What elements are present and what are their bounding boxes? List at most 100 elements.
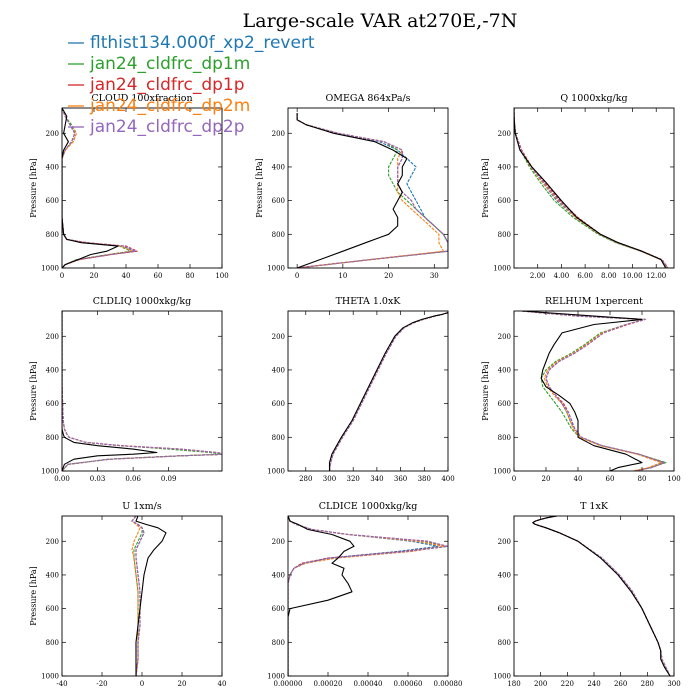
reference-line [532, 516, 671, 676]
series-line-jan24_cldfrc_dp2m [288, 516, 445, 676]
series-line-jan24_cldfrc_dp1p [514, 108, 669, 268]
series-line-jan24_cldfrc_dp2p [328, 312, 448, 471]
series-line-jan24_cldfrc_dp1m [288, 516, 448, 676]
panel-7: CLDICE 1000xkg/kg 0.00000 0.00020 0.00040 0.… [267, 501, 462, 688]
y-tick-label: 1000 [267, 265, 285, 273]
y-tick-label: 400 [272, 366, 285, 374]
x-tick-label: 2.00 [530, 272, 546, 280]
x-tick-label: 80 [638, 475, 647, 483]
y-tick-label: 800 [498, 434, 511, 442]
x-tick-label: 40 [218, 680, 227, 688]
panel-title: CLOUD 100xfraction [91, 93, 192, 104]
y-tick-label: 1000 [267, 468, 285, 476]
x-tick-label: 320 [346, 475, 359, 483]
x-tick-label: 20 [90, 272, 99, 280]
y-axis-label: Pressure [hPa] [481, 361, 490, 421]
x-tick-label: -20 [96, 680, 107, 688]
plot-frame [287, 107, 449, 269]
x-tick-label: 20 [178, 680, 187, 688]
x-tick-label: 0 [140, 680, 144, 688]
x-tick-label: 10.00 [622, 272, 642, 280]
x-tick-label: 0.00040 [354, 680, 383, 688]
x-tick-label: 0.00000 [274, 680, 303, 688]
y-tick-label: 400 [498, 163, 511, 171]
y-tick-label: 800 [46, 639, 59, 647]
panel-title: CLDICE 1000xkg/kg [319, 501, 418, 512]
x-tick-label: 0.06 [125, 475, 141, 483]
x-tick-label: 0 [60, 272, 64, 280]
y-axis-label: Pressure [hPa] [29, 361, 38, 421]
y-tick-label: 1000 [41, 265, 59, 273]
series-lines [62, 311, 222, 471]
x-tick-label: 100 [215, 272, 228, 280]
legend-label: jan24_cldfrc_dp1m [89, 54, 250, 74]
x-tick-label: 0 [512, 475, 516, 483]
y-tick-label: 600 [46, 605, 59, 613]
series-line-jan24_cldfrc_dp2m [532, 516, 671, 676]
y-axis-label: Pressure [hPa] [255, 158, 264, 218]
x-tick-label: 300 [667, 680, 680, 688]
y-axis-label: Pressure [hPa] [29, 566, 38, 626]
x-tick-label: 300 [323, 475, 336, 483]
series-line-flthist134.000f_xp2_revert [514, 108, 668, 268]
plot-frame [61, 310, 223, 472]
x-tick-label: 0.00020 [314, 680, 343, 688]
reference-line [514, 108, 667, 268]
panel-title: OMEGA 864xPa/s [325, 93, 410, 104]
legend-label: flthist134.000f_xp2_revert [90, 33, 315, 53]
y-tick-label: 800 [272, 434, 285, 442]
x-tick-label: 60 [154, 272, 163, 280]
x-tick-label: 0 [295, 272, 299, 280]
x-tick-label: 40 [122, 272, 131, 280]
panel-5: RELHUM 1xpercent 0 20 40 60 80 100 200 400 600 800… [481, 296, 681, 483]
plot-frame [287, 310, 449, 472]
y-tick-label: 600 [272, 605, 285, 613]
x-tick-label: 8.00 [601, 272, 617, 280]
legend-label: jan24_cldfrc_dp2m [89, 96, 250, 116]
legend-item: jan24_cldfrc_dp2m [68, 96, 250, 116]
x-tick-label: 10 [338, 272, 347, 280]
panel-2: Q 1000xkg/kg 2.00 4.00 6.00 8.00 10.00 12.00 20… [481, 93, 675, 280]
series-line-jan24_cldfrc_dp2p [521, 311, 665, 471]
series-line-flthist134.000f_xp2_revert [521, 311, 664, 471]
series-lines [296, 113, 448, 268]
series-line-jan24_cldfrc_dp2p [514, 108, 668, 268]
x-tick-label: 0.03 [90, 475, 106, 483]
y-tick-label: 600 [46, 400, 59, 408]
panel-3: CLDLIQ 1000xkg/kg 0.00 0.03 0.06 0.09 200 400 6… [29, 296, 223, 483]
x-tick-label: 380 [418, 475, 431, 483]
series-line-jan24_cldfrc_dp2m [296, 113, 444, 268]
panel-title: CLDLIQ 1000xkg/kg [93, 296, 191, 307]
plot-frame [61, 107, 223, 269]
series-line-jan24_cldfrc_dp1p [521, 311, 665, 471]
y-tick-label: 1000 [493, 673, 511, 681]
x-tick-label: 20 [542, 475, 551, 483]
panel-6: U 1xm/s -40 -20 0 20 40 200 400 600 800 1000 Pressu… [29, 501, 226, 688]
legend-item: jan24_cldfrc_dp2p [68, 117, 245, 137]
y-tick-label: 400 [272, 571, 285, 579]
plot-frame [513, 515, 675, 677]
legend: flthist134.000f_xp2_revertjan24_cldfrc_d… [68, 33, 315, 137]
series-line-jan24_cldfrc_dp1m [296, 113, 448, 268]
x-tick-label: 30 [430, 272, 439, 280]
x-tick-label: 340 [370, 475, 383, 483]
y-tick-label: 400 [498, 366, 511, 374]
y-tick-label: 1000 [493, 265, 511, 273]
y-tick-label: 800 [272, 231, 285, 239]
panel-title: RELHUM 1xpercent [545, 296, 643, 307]
plot-frame [287, 515, 449, 677]
y-tick-label: 800 [498, 231, 511, 239]
y-tick-label: 600 [272, 400, 285, 408]
x-tick-label: 12.00 [646, 272, 666, 280]
series-line-jan24_cldfrc_dp2m [514, 108, 668, 268]
y-tick-label: 200 [498, 333, 511, 341]
figure-title: Large-scale VAR at270E,-7N [243, 10, 518, 32]
x-tick-label: 220 [561, 680, 574, 688]
x-tick-label: 60 [606, 475, 615, 483]
panel-1: OMEGA 864xPa/s 0 10 20 30 200 400 600 800 1000 Pre… [255, 93, 449, 280]
x-tick-label: 240 [587, 680, 600, 688]
x-tick-label: 4.00 [554, 272, 570, 280]
y-tick-label: 1000 [267, 673, 285, 681]
